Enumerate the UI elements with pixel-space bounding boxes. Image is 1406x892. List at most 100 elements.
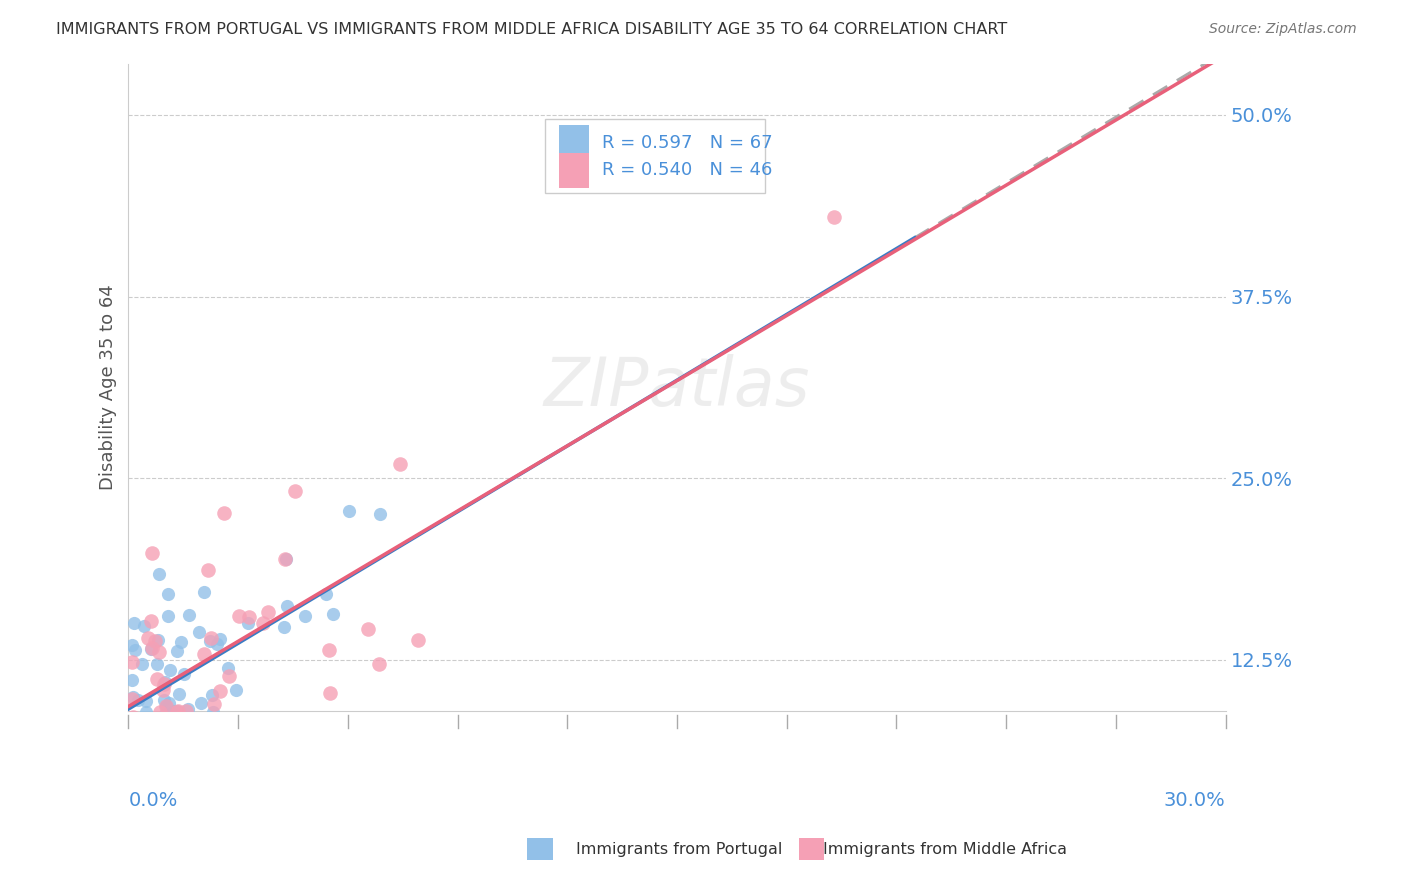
Point [157, 696, 180, 710]
Point [173, 666, 195, 681]
Point [238, 609, 260, 624]
Point [138, 721, 160, 735]
FancyBboxPatch shape [558, 126, 589, 161]
Point [368, 657, 391, 671]
Point [337, 504, 360, 518]
Point [152, 692, 174, 706]
Point [163, 725, 186, 739]
Point [166, 705, 188, 719]
Point [193, 584, 215, 599]
Point [152, 725, 174, 739]
Point [162, 704, 184, 718]
Point [228, 609, 250, 624]
FancyBboxPatch shape [546, 119, 765, 194]
Point [201, 688, 224, 702]
Point [166, 715, 188, 730]
Point [152, 683, 174, 698]
Point [148, 645, 170, 659]
Point [127, 693, 149, 707]
Point [149, 706, 172, 720]
Point [225, 682, 247, 697]
Point [276, 552, 298, 566]
Point [121, 725, 143, 739]
Point [122, 725, 145, 739]
Point [135, 693, 157, 707]
Point [159, 664, 181, 678]
Point [166, 704, 188, 718]
Point [284, 484, 307, 499]
Point [157, 587, 180, 601]
Point [214, 721, 236, 735]
Point [121, 673, 143, 687]
Point [134, 725, 156, 739]
Point [166, 644, 188, 658]
Point [124, 643, 146, 657]
Point [315, 587, 337, 601]
Point [142, 725, 165, 739]
Text: Source: ZipAtlas.com: Source: ZipAtlas.com [1209, 22, 1357, 37]
Point [198, 633, 221, 648]
Point [190, 697, 212, 711]
Point [221, 725, 243, 739]
Point [406, 633, 429, 648]
Point [155, 699, 177, 714]
Point [121, 715, 143, 730]
Point [122, 710, 145, 724]
Point [141, 614, 163, 628]
Point [202, 705, 225, 719]
Point [131, 657, 153, 671]
Point [197, 563, 219, 577]
Text: Immigrants from Portugal: Immigrants from Portugal [576, 842, 783, 856]
Point [183, 712, 205, 726]
Point [138, 725, 160, 739]
Point [274, 551, 297, 566]
Point [238, 615, 260, 630]
Point [142, 716, 165, 731]
Point [121, 638, 143, 652]
Text: 0.0%: 0.0% [128, 790, 177, 810]
Point [257, 605, 280, 619]
Point [208, 632, 231, 646]
Point [121, 725, 143, 739]
Point [212, 507, 235, 521]
Point [170, 725, 193, 739]
Point [195, 720, 218, 734]
Point [388, 457, 411, 471]
Point [193, 714, 215, 728]
Point [132, 619, 155, 633]
Point [146, 657, 169, 672]
Text: 30.0%: 30.0% [1164, 790, 1226, 810]
Point [177, 608, 200, 623]
Point [146, 672, 169, 686]
Point [319, 686, 342, 700]
Point [153, 674, 176, 689]
Y-axis label: Disability Age 35 to 64: Disability Age 35 to 64 [100, 285, 117, 491]
Point [170, 635, 193, 649]
Point [188, 624, 211, 639]
Point [153, 677, 176, 691]
Point [169, 687, 191, 701]
Point [148, 567, 170, 582]
Point [139, 725, 162, 739]
Point [136, 631, 159, 645]
Point [135, 705, 157, 719]
Point [368, 507, 391, 521]
Point [318, 643, 340, 657]
Point [141, 641, 163, 656]
Point [357, 622, 380, 636]
Point [217, 661, 239, 675]
Point [143, 633, 166, 648]
Point [276, 599, 298, 614]
Point [122, 690, 145, 704]
Point [252, 615, 274, 630]
Text: R = 0.597   N = 67: R = 0.597 N = 67 [602, 135, 773, 153]
Point [176, 702, 198, 716]
Point [273, 620, 295, 634]
Point [294, 609, 316, 624]
Point [218, 669, 240, 683]
Text: ZIPatlas: ZIPatlas [544, 354, 810, 420]
Point [148, 725, 170, 739]
Point [322, 607, 344, 622]
Point [121, 692, 143, 706]
Point [139, 725, 162, 739]
